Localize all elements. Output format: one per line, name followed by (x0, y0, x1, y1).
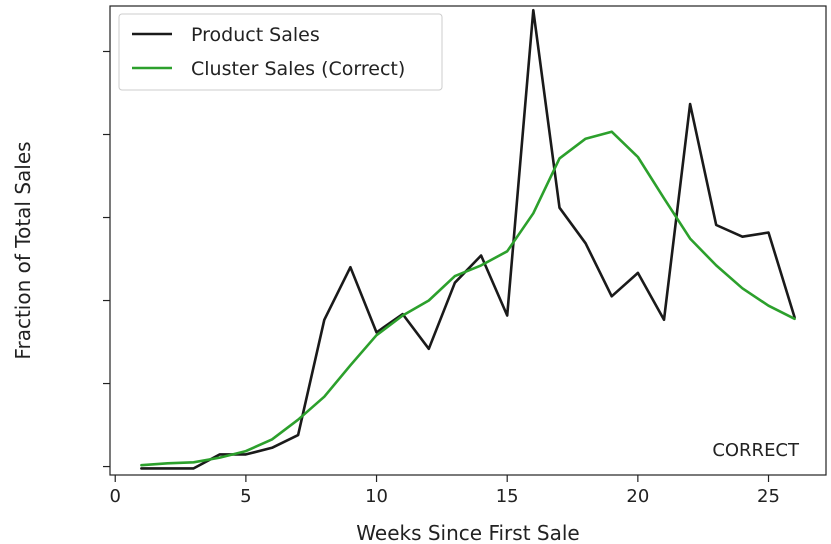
legend-label-cluster-sales: Cluster Sales (Correct) (191, 58, 405, 80)
legend-label-product-sales: Product Sales (191, 24, 320, 46)
legend: Product Sales Cluster Sales (Correct) (118, 13, 443, 91)
series-line-cluster-sales (140, 130, 796, 467)
x-tick-label: 0 (109, 486, 120, 507)
plot-area-frame (109, 5, 827, 476)
x-axis-label: Weeks Since First Sale (356, 521, 579, 544)
x-tick-label: 15 (496, 486, 519, 507)
x-tick-label: 25 (757, 486, 780, 507)
y-axis-label: Fraction of Total Sales (11, 141, 35, 359)
x-tick-label: 20 (626, 486, 649, 507)
x-axis-ticks: 0 5 10 15 20 25 (109, 475, 780, 507)
series-line-product-sales (140, 8, 796, 470)
correct-annotation: CORRECT (712, 440, 800, 461)
legend-box (118, 13, 443, 91)
series-layer (140, 8, 796, 470)
x-tick-label: 10 (365, 486, 388, 507)
y-axis-ticks (103, 50, 110, 468)
x-tick-label: 5 (240, 486, 251, 507)
